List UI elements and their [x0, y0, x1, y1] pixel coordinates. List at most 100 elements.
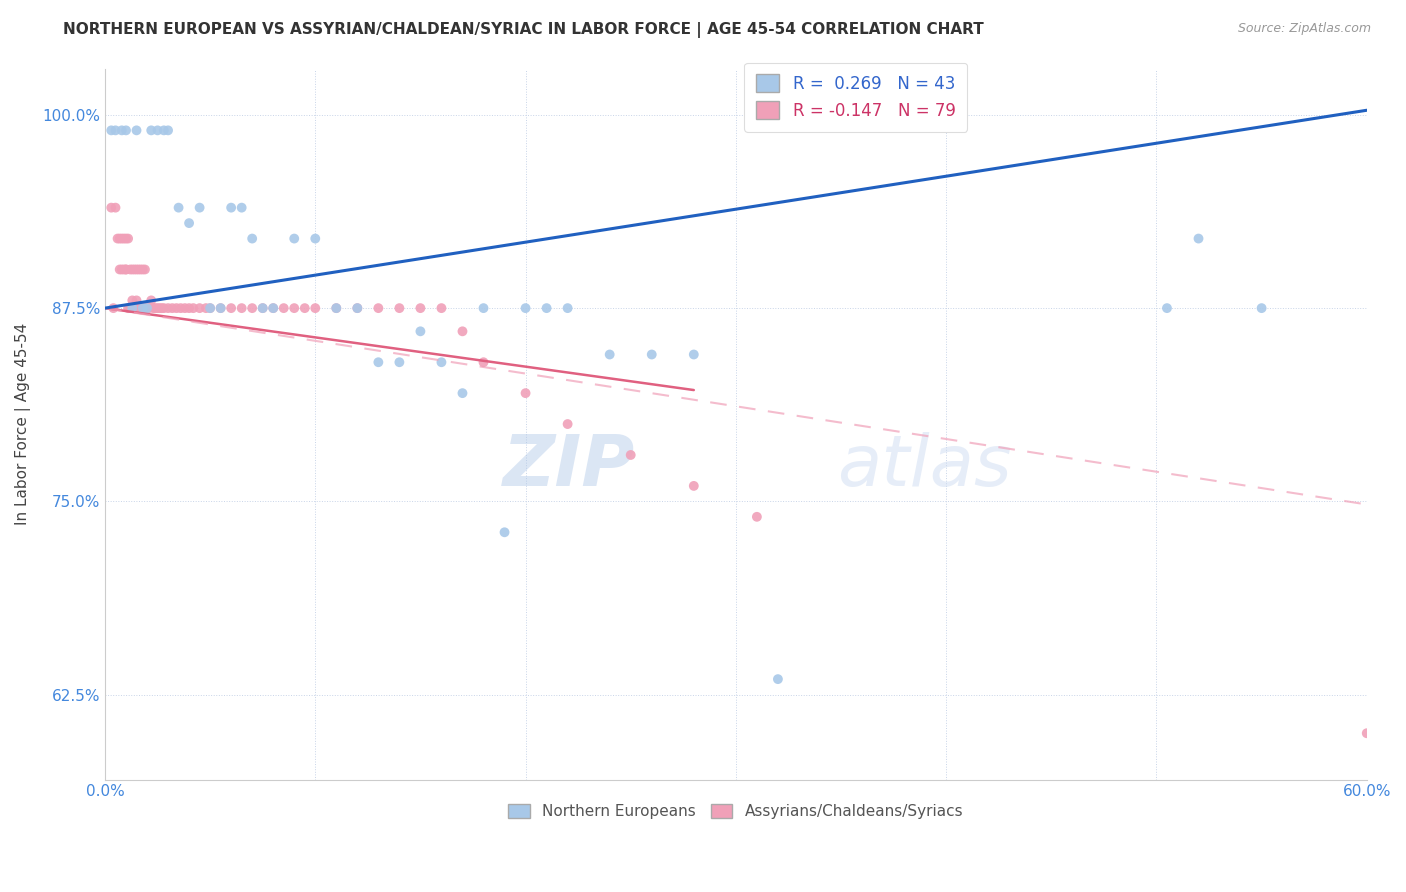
Point — [100, 201, 122, 215]
Point — [108, 262, 131, 277]
Point — [1398, 741, 1406, 756]
Point — [472, 301, 495, 315]
Point — [388, 355, 411, 369]
Point — [166, 301, 188, 315]
Point — [231, 301, 253, 315]
Text: ZIP: ZIP — [503, 433, 636, 501]
Point — [153, 123, 176, 137]
Point — [262, 301, 284, 315]
Point — [620, 448, 643, 462]
Point — [367, 355, 389, 369]
Point — [115, 262, 138, 277]
Point — [198, 301, 221, 315]
Point — [346, 301, 368, 315]
Point — [146, 123, 169, 137]
Point — [1250, 301, 1272, 315]
Point — [252, 301, 274, 315]
Point — [115, 231, 138, 245]
Point — [515, 301, 537, 315]
Point — [141, 123, 163, 137]
Point — [111, 123, 134, 137]
Point — [121, 262, 143, 277]
Point — [367, 301, 389, 315]
Point — [177, 216, 200, 230]
Text: Source: ZipAtlas.com: Source: ZipAtlas.com — [1237, 22, 1371, 36]
Point — [162, 301, 184, 315]
Point — [121, 301, 143, 315]
Point — [124, 301, 146, 315]
Point — [209, 301, 232, 315]
Point — [682, 479, 704, 493]
Point — [103, 301, 125, 315]
Point — [294, 301, 316, 315]
Point — [325, 301, 347, 315]
Point — [117, 301, 139, 315]
Point — [219, 201, 242, 215]
Point — [112, 262, 135, 277]
Point — [388, 301, 411, 315]
Point — [198, 301, 221, 315]
Point — [132, 301, 155, 315]
Point — [173, 301, 195, 315]
Text: NORTHERN EUROPEAN VS ASSYRIAN/CHALDEAN/SYRIAC IN LABOR FORCE | AGE 45-54 CORRELA: NORTHERN EUROPEAN VS ASSYRIAN/CHALDEAN/S… — [63, 22, 984, 38]
Point — [132, 301, 155, 315]
Legend: Northern Europeans, Assyrians/Chaldeans/Syriacs: Northern Europeans, Assyrians/Chaldeans/… — [502, 797, 969, 825]
Point — [100, 123, 122, 137]
Point — [104, 123, 127, 137]
Point — [177, 301, 200, 315]
Point — [231, 201, 253, 215]
Point — [181, 301, 204, 315]
Point — [599, 347, 621, 361]
Point — [188, 201, 211, 215]
Point — [132, 262, 155, 277]
Point — [766, 672, 789, 686]
Point — [107, 231, 129, 245]
Point — [145, 301, 167, 315]
Point — [167, 201, 190, 215]
Point — [125, 262, 148, 277]
Point — [120, 301, 142, 315]
Point — [494, 525, 516, 540]
Text: atlas: atlas — [837, 433, 1011, 501]
Point — [136, 301, 159, 315]
Point — [121, 293, 143, 308]
Point — [188, 301, 211, 315]
Point — [1355, 726, 1378, 740]
Point — [157, 301, 180, 315]
Point — [252, 301, 274, 315]
Point — [283, 301, 305, 315]
Point — [430, 301, 453, 315]
Point — [682, 347, 704, 361]
Point — [125, 123, 148, 137]
Point — [409, 301, 432, 315]
Point — [240, 301, 263, 315]
Point — [262, 301, 284, 315]
Point — [141, 293, 163, 308]
Point — [104, 201, 127, 215]
Point — [115, 262, 138, 277]
Point — [304, 301, 326, 315]
Point — [138, 301, 160, 315]
Point — [112, 231, 135, 245]
Point — [125, 293, 148, 308]
Point — [641, 347, 664, 361]
Point — [134, 301, 156, 315]
Point — [536, 301, 558, 315]
Point — [451, 324, 474, 338]
Point — [209, 301, 232, 315]
Point — [120, 262, 142, 277]
Point — [745, 509, 768, 524]
Point — [117, 231, 139, 245]
Point — [134, 262, 156, 277]
Point — [283, 231, 305, 245]
Point — [409, 324, 432, 338]
Y-axis label: In Labor Force | Age 45-54: In Labor Force | Age 45-54 — [15, 323, 31, 525]
Point — [304, 231, 326, 245]
Point — [346, 301, 368, 315]
Point — [124, 262, 146, 277]
Point — [240, 231, 263, 245]
Point — [136, 301, 159, 315]
Point — [430, 355, 453, 369]
Point — [472, 355, 495, 369]
Point — [128, 262, 150, 277]
